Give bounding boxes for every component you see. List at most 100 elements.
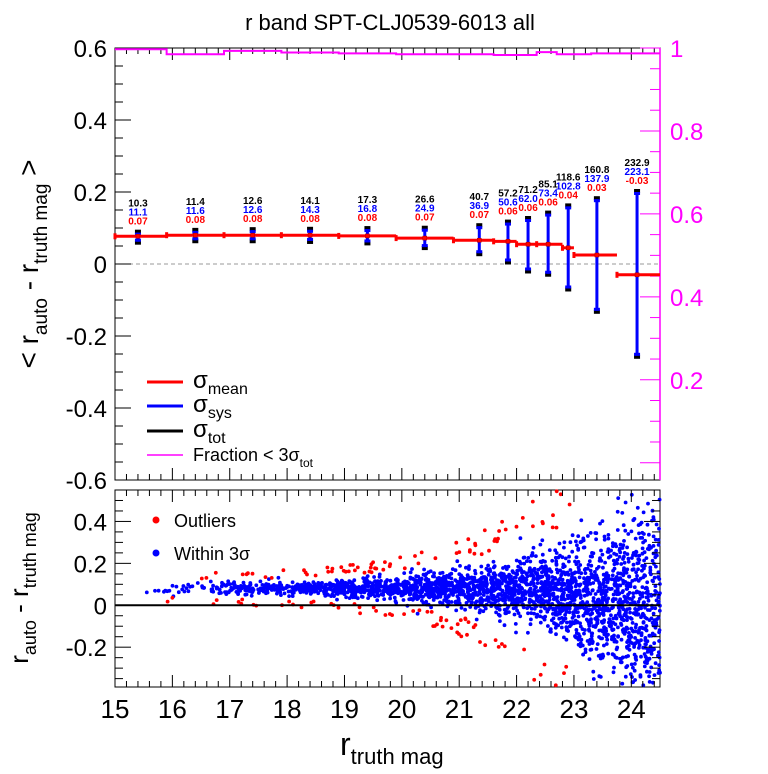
top-y-tick-label: -0.2 xyxy=(66,324,107,351)
within-3sigma-point xyxy=(630,556,634,560)
within-3sigma-point xyxy=(632,517,637,521)
right-y-tick-label: 1 xyxy=(670,36,683,63)
within-3sigma-point xyxy=(497,607,502,612)
sigma-tot-cap xyxy=(134,229,141,234)
mean-marker xyxy=(250,232,255,238)
within-3sigma-point xyxy=(594,647,599,651)
outlier-point xyxy=(567,502,572,507)
outlier-point xyxy=(542,662,547,667)
within-3sigma-point xyxy=(570,571,574,576)
bin-label-tot: 40.7 xyxy=(470,192,490,203)
within-3sigma-point xyxy=(647,633,652,638)
right-y-tick-label: 0.6 xyxy=(670,202,703,229)
outlier-point xyxy=(502,644,507,649)
x-axis-label: rtruth mag xyxy=(340,726,444,769)
within-3sigma-point xyxy=(279,593,283,597)
within-3sigma-point xyxy=(448,583,453,587)
within-3sigma-point xyxy=(630,601,635,605)
within-3sigma-point xyxy=(477,583,482,588)
within-3sigma-point xyxy=(464,565,468,570)
within-3sigma-point xyxy=(556,600,561,605)
within-3sigma-point xyxy=(424,599,429,604)
within-3sigma-point xyxy=(233,583,237,588)
within-3sigma-point xyxy=(641,620,646,624)
within-3sigma-point xyxy=(338,582,342,587)
within-3sigma-point xyxy=(322,591,327,596)
within-3sigma-point xyxy=(576,610,580,614)
within-3sigma-point xyxy=(587,627,591,632)
within-3sigma-point xyxy=(521,579,526,584)
sigma-mean-edge xyxy=(615,271,619,278)
within-3sigma-point xyxy=(459,573,463,578)
within-3sigma-point xyxy=(290,580,295,585)
within-3sigma-point xyxy=(308,588,313,593)
within-3sigma-point xyxy=(636,557,641,562)
within-3sigma-point xyxy=(408,570,413,575)
within-3sigma-point xyxy=(226,579,231,584)
within-3sigma-point xyxy=(518,536,523,541)
within-3sigma-point xyxy=(301,589,306,594)
within-3sigma-point xyxy=(633,662,637,666)
within-3sigma-point xyxy=(581,545,586,550)
within-3sigma-point xyxy=(575,543,579,548)
within-3sigma-point xyxy=(648,565,653,570)
within-3sigma-point xyxy=(556,623,561,628)
sigma-tot-cap xyxy=(525,269,532,274)
sigma-tot-cap xyxy=(504,219,511,224)
within-3sigma-point xyxy=(334,578,339,582)
within-3sigma-point xyxy=(641,540,645,545)
within-3sigma-point xyxy=(571,610,576,615)
outlier-point xyxy=(435,622,439,627)
mean-marker xyxy=(565,245,571,251)
within-3sigma-point xyxy=(603,608,608,612)
within-3sigma-point xyxy=(626,532,631,536)
sigma-tot-cap xyxy=(565,203,572,208)
within-3sigma-point xyxy=(195,581,200,585)
outlier-point xyxy=(369,570,374,575)
within-3sigma-point xyxy=(452,590,456,595)
within-3sigma-point xyxy=(528,586,533,591)
within-3sigma-point xyxy=(556,579,561,584)
outlier-point xyxy=(240,597,245,602)
within-3sigma-point xyxy=(507,610,511,614)
within-3sigma-point xyxy=(577,575,582,580)
within-3sigma-point xyxy=(438,571,443,576)
sigma-tot-cap xyxy=(307,239,314,244)
outlier-point xyxy=(358,611,362,616)
within-3sigma-point xyxy=(602,628,607,633)
outlier-point xyxy=(458,618,463,622)
within-3sigma-point xyxy=(654,598,659,603)
within-3sigma-point xyxy=(263,583,267,588)
within-3sigma-point xyxy=(568,540,573,545)
within-3sigma-point xyxy=(634,622,638,627)
within-3sigma-point xyxy=(598,607,603,611)
within-3sigma-point xyxy=(614,647,619,652)
within-3sigma-point xyxy=(540,538,545,543)
within-3sigma-point xyxy=(654,564,658,569)
within-3sigma-point xyxy=(406,581,411,585)
within-3sigma-point xyxy=(621,607,626,612)
within-3sigma-point xyxy=(547,548,552,552)
within-3sigma-point xyxy=(552,576,557,581)
outlier-point xyxy=(482,528,487,533)
within-3sigma-point xyxy=(635,505,640,510)
within-3sigma-point xyxy=(594,537,598,542)
outlier-point xyxy=(467,549,472,554)
within-3sigma-point xyxy=(618,597,623,602)
within-3sigma-point xyxy=(517,559,522,564)
within-3sigma-point xyxy=(552,621,556,625)
within-3sigma-point xyxy=(652,673,657,677)
top-y-tick-label: -0.6 xyxy=(66,468,107,495)
within-3sigma-point xyxy=(454,599,459,604)
within-3sigma-point xyxy=(408,576,413,581)
outlier-point xyxy=(497,529,501,533)
within-3sigma-point xyxy=(615,557,620,562)
within-3sigma-point xyxy=(574,555,579,560)
within-3sigma-point xyxy=(186,589,191,594)
within-3sigma-point xyxy=(532,606,537,611)
within-3sigma-point xyxy=(350,590,355,595)
within-3sigma-point xyxy=(633,641,638,646)
within-3sigma-point xyxy=(382,597,387,601)
within-3sigma-point xyxy=(317,586,321,591)
within-3sigma-point xyxy=(606,651,611,656)
